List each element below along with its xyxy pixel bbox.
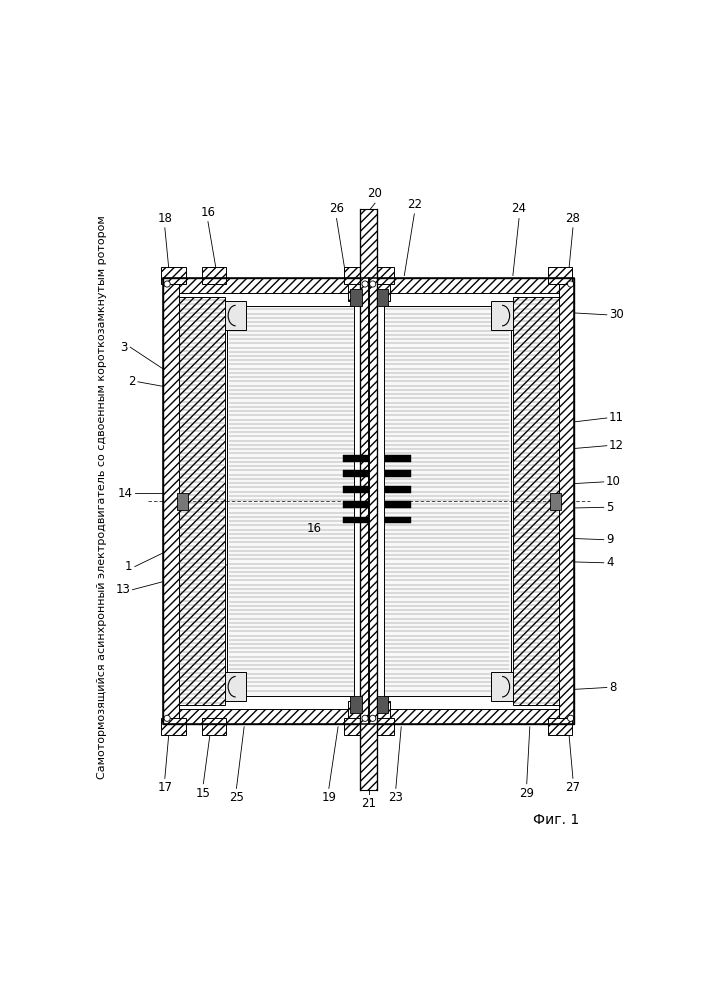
Bar <box>385 455 411 462</box>
Bar <box>491 301 513 330</box>
Polygon shape <box>369 709 575 724</box>
Circle shape <box>362 715 368 721</box>
Bar <box>375 306 510 696</box>
Bar <box>385 517 411 523</box>
Polygon shape <box>163 278 179 724</box>
Text: 8: 8 <box>609 681 617 694</box>
Bar <box>370 267 395 284</box>
Text: 18: 18 <box>158 212 173 225</box>
Text: 26: 26 <box>329 202 344 215</box>
Circle shape <box>370 281 376 287</box>
Polygon shape <box>179 297 225 705</box>
Bar <box>344 267 369 284</box>
Polygon shape <box>559 278 575 724</box>
Text: 14: 14 <box>117 487 132 500</box>
Bar <box>343 501 369 508</box>
Bar <box>354 293 385 709</box>
Text: 11: 11 <box>609 411 624 424</box>
Bar <box>385 486 411 493</box>
Text: 4: 4 <box>606 556 614 569</box>
Bar <box>348 278 390 301</box>
Text: 22: 22 <box>407 198 422 211</box>
Text: 15: 15 <box>196 787 211 800</box>
Bar <box>225 672 247 701</box>
Text: 13: 13 <box>115 583 130 596</box>
Circle shape <box>370 715 376 721</box>
Text: 3: 3 <box>120 341 128 354</box>
Polygon shape <box>163 709 369 724</box>
Text: 30: 30 <box>609 308 624 321</box>
Bar <box>377 289 388 306</box>
Text: 27: 27 <box>566 781 580 794</box>
Bar <box>201 718 226 735</box>
Bar <box>344 718 369 735</box>
Text: 20: 20 <box>368 187 382 200</box>
Text: 12: 12 <box>609 439 624 452</box>
Text: Самотормозящийся асинхронный электродвигатель со сдвоенным короткозамкнутым рото: Самотормозящийся асинхронный электродвиг… <box>97 215 107 779</box>
Bar <box>343 517 369 523</box>
Bar <box>343 455 369 462</box>
Bar <box>547 267 572 284</box>
Bar <box>225 301 247 330</box>
Text: 19: 19 <box>322 791 337 804</box>
Circle shape <box>568 281 573 287</box>
Text: 28: 28 <box>566 212 580 225</box>
Text: 5: 5 <box>606 501 614 514</box>
Bar <box>343 486 369 493</box>
Polygon shape <box>163 278 369 293</box>
Text: 24: 24 <box>512 202 527 215</box>
Bar <box>177 493 188 510</box>
Text: 9: 9 <box>606 533 614 546</box>
Bar <box>163 278 369 724</box>
Circle shape <box>164 281 170 287</box>
Polygon shape <box>369 278 575 293</box>
Bar <box>351 696 362 713</box>
Circle shape <box>164 715 170 721</box>
Polygon shape <box>361 209 378 790</box>
Bar <box>351 289 362 306</box>
Text: 2: 2 <box>128 375 136 388</box>
Bar <box>369 278 575 724</box>
Text: Фиг. 1: Фиг. 1 <box>533 813 579 827</box>
Text: 10: 10 <box>606 475 621 488</box>
Bar <box>370 718 395 735</box>
Text: 23: 23 <box>388 791 403 804</box>
Text: 1: 1 <box>125 560 132 573</box>
Bar <box>201 267 226 284</box>
Bar <box>550 493 561 510</box>
Bar <box>491 672 513 701</box>
Circle shape <box>362 281 368 287</box>
Text: 29: 29 <box>519 787 534 800</box>
Bar <box>385 501 411 508</box>
Bar <box>161 718 186 735</box>
Bar <box>348 701 390 724</box>
Bar <box>343 470 369 477</box>
Bar <box>161 267 186 284</box>
Bar <box>163 278 369 724</box>
Bar <box>547 718 572 735</box>
Text: 16: 16 <box>307 522 322 535</box>
Bar <box>377 696 388 713</box>
Polygon shape <box>513 297 559 705</box>
Text: 21: 21 <box>361 797 376 810</box>
Bar <box>385 470 411 477</box>
Bar <box>369 278 575 724</box>
Text: 16: 16 <box>201 206 216 219</box>
Bar <box>227 306 363 696</box>
Bar <box>346 267 370 284</box>
Circle shape <box>568 715 573 721</box>
Text: 17: 17 <box>158 781 173 794</box>
Bar <box>346 718 370 735</box>
Text: 25: 25 <box>229 791 244 804</box>
